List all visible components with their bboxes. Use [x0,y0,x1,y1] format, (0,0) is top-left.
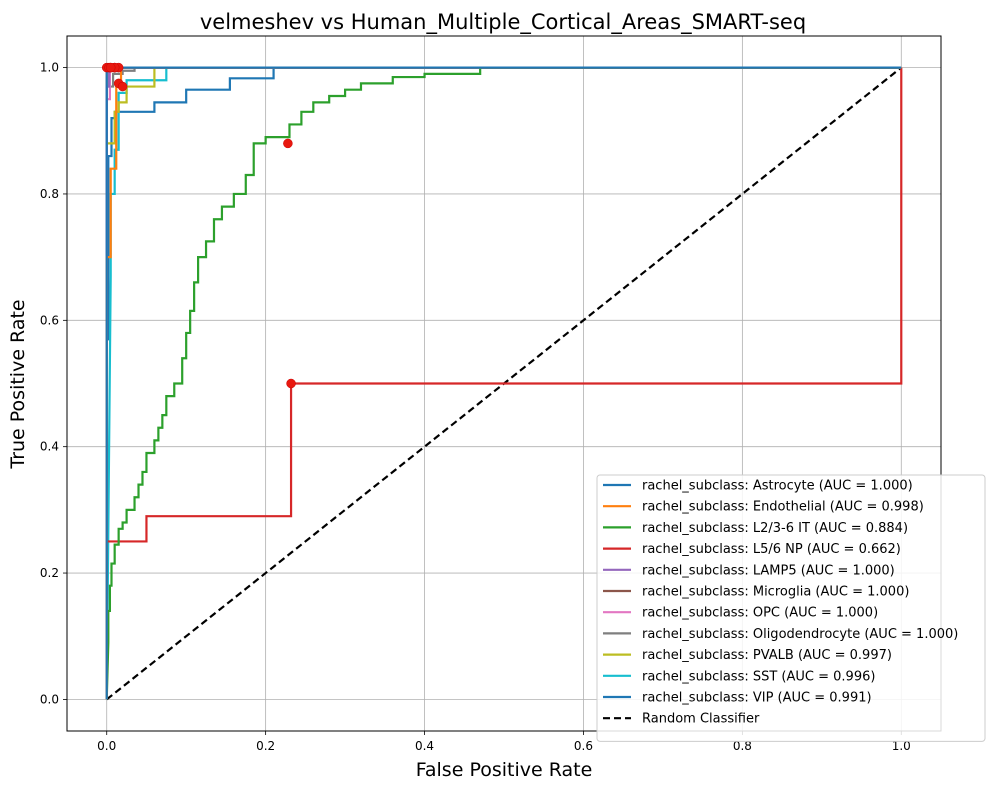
chart-title: velmeshev vs Human_Multiple_Cortical_Are… [200,10,806,35]
roc-curve-2 [105,66,902,700]
legend-entry-6: rachel_subclass: OPC (AUC = 1.000) [642,606,878,621]
x-axis-label: False Positive Rate [416,759,593,781]
legend-box [596,474,986,742]
roc-curve-8 [105,66,902,700]
roc-curve-1 [105,66,902,700]
optimal-point-2 [283,138,293,149]
x-tick-label: 1.0 [892,739,911,753]
legend-entry-10: rachel_subclass: VIP (AUC = 0.991) [642,691,872,706]
y-axis-label: True Positive Rate [7,299,29,469]
legend-entry-3: rachel_subclass: L5/6 NP (AUC = 0.662) [642,542,901,557]
roc-curve-10 [105,66,902,700]
legend-entry-9: rachel_subclass: SST (AUC = 0.996) [642,669,875,684]
legend-entry-11: Random Classifier [642,712,760,727]
legend-entry-1: rachel_subclass: Endothelial (AUC = 0.99… [642,500,924,515]
legend: rachel_subclass: Astrocyte (AUC = 1.000)… [596,474,986,742]
y-tick-label: 0.4 [40,440,59,454]
x-tick-label: 0.4 [415,739,434,753]
y-ticks: 0.0 0.2 0.4 0.6 0.8 1.0 [40,61,67,706]
x-ticks: 0.0 0.2 0.4 0.6 0.8 1.0 [97,731,911,753]
legend-entry-7: rachel_subclass: Oligodendrocyte (AUC = … [642,627,958,642]
x-tick-label: 0.8 [733,739,752,753]
y-tick-label: 0.6 [40,313,59,327]
roc-curve-3 [105,67,903,700]
optimal-point-10 [105,62,116,73]
legend-entry-8: rachel_subclass: PVALB (AUC = 0.997) [642,648,892,663]
optimal-points-layer [101,62,296,389]
x-tick-label: 0.2 [256,739,275,753]
legend-entry-4: rachel_subclass: LAMP5 (AUC = 1.000) [642,563,895,578]
y-tick-label: 0.8 [40,187,59,201]
optimal-point-3 [286,378,296,389]
legend-entry-2: rachel_subclass: L2/3-6 IT (AUC = 0.884) [642,521,908,536]
legend-entry-5: rachel_subclass: Microglia (AUC = 1.000) [642,585,909,600]
plot-frame [66,35,942,732]
x-tick-label: 0.6 [574,739,593,753]
x-tick-label: 0.0 [97,739,116,753]
y-tick-label: 1.0 [40,61,59,75]
legend-entry-0: rachel_subclass: Astrocyte (AUC = 1.000) [642,479,913,494]
y-tick-label: 0.0 [40,692,59,706]
y-tick-label: 0.2 [40,566,59,580]
optimal-point-8 [117,81,128,92]
